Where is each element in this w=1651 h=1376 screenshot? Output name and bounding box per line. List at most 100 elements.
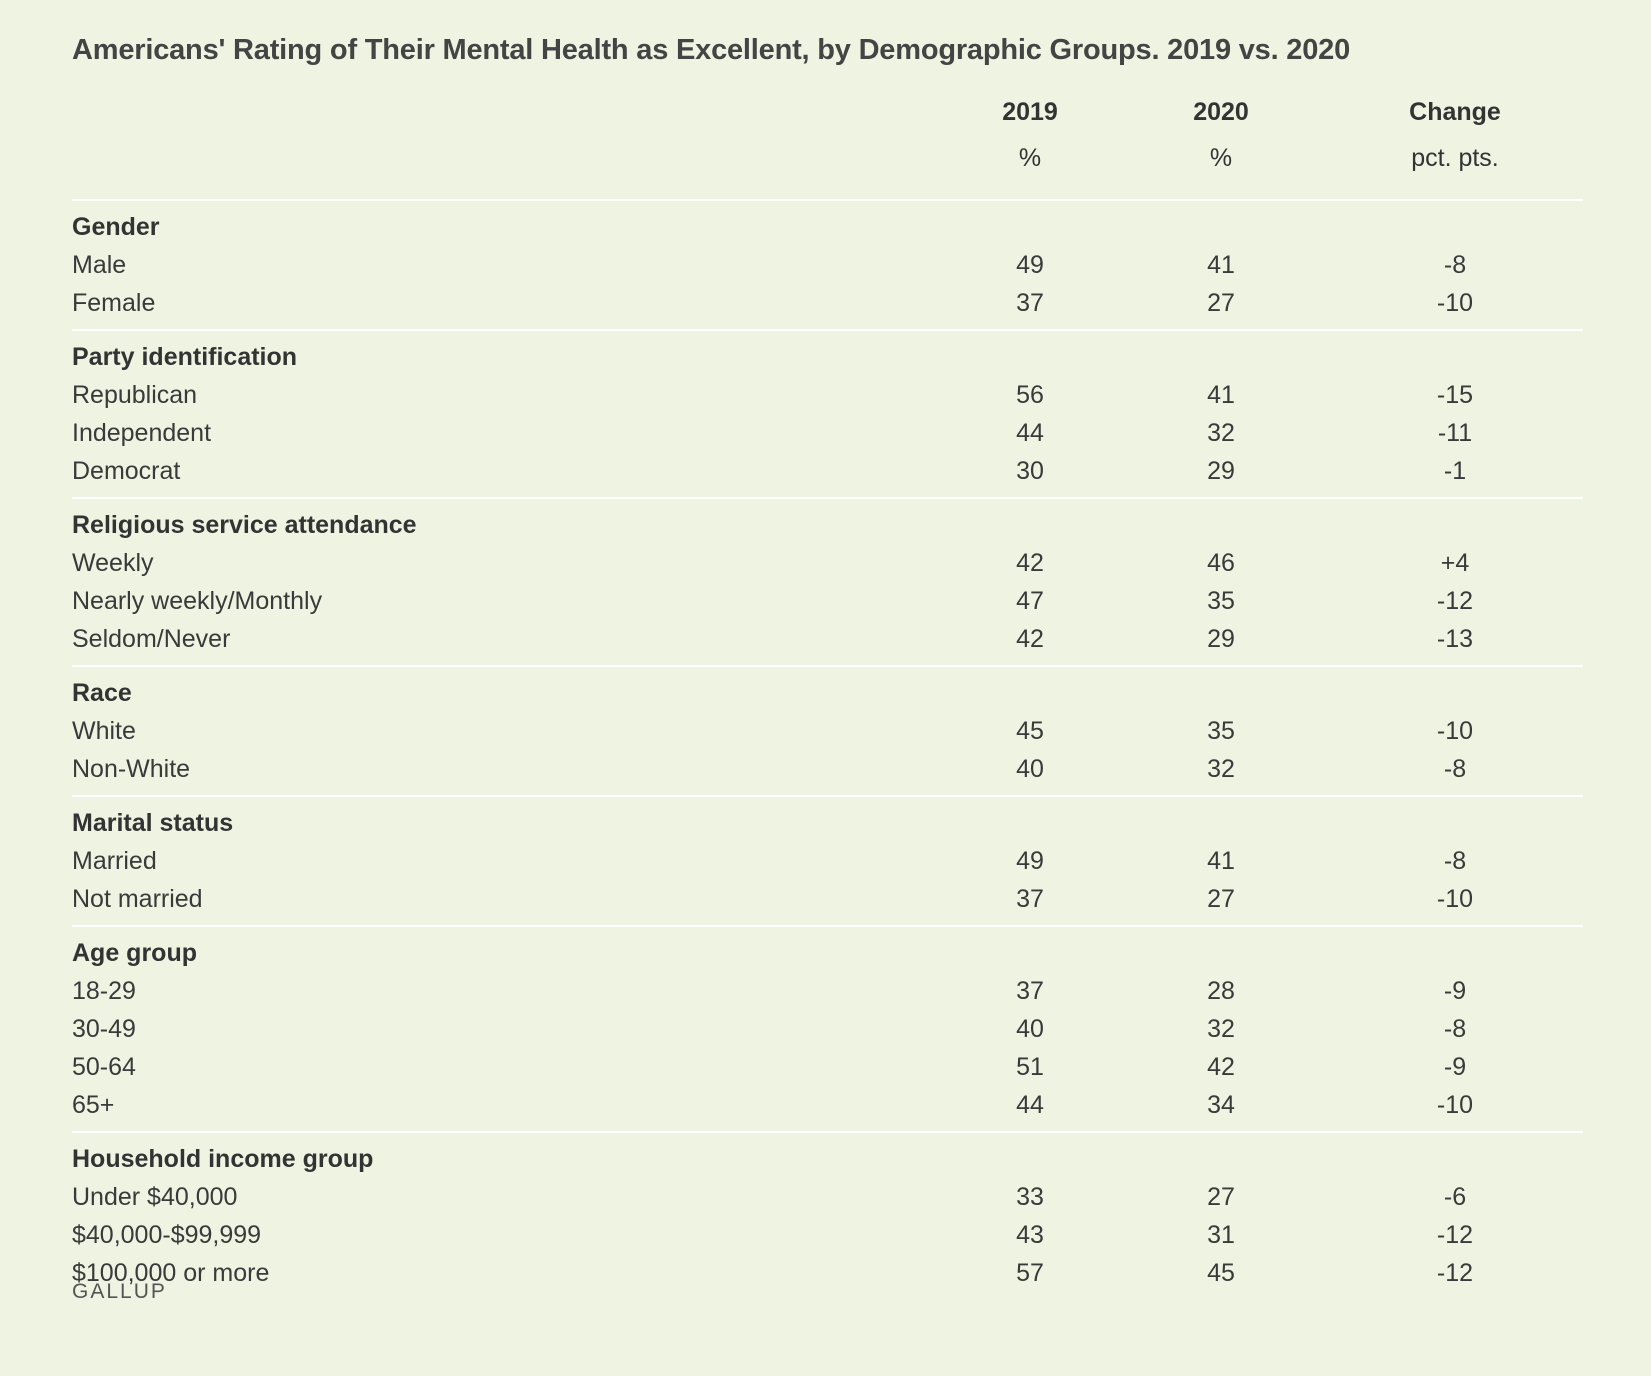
table-row: 65+ 44 34 -10	[72, 1086, 1583, 1124]
group-title: Race	[72, 679, 132, 707]
row-label: $100,000 or more	[72, 1259, 270, 1287]
table-row: Non-White 40 32 -8	[72, 750, 1583, 788]
table-group: Gender Male 49 41 -8 Female 37 27 -10	[72, 199, 1583, 329]
cell-2019: 44	[1016, 419, 1044, 447]
table-row: Republican 56 41 -15	[72, 376, 1583, 414]
table-row: 18-29 37 28 -9	[72, 972, 1583, 1010]
cell-change: -13	[1436, 625, 1474, 653]
cell-change: -12	[1436, 587, 1474, 615]
cell-change: -9	[1443, 1053, 1467, 1081]
group-title: Religious service attendance	[72, 511, 417, 539]
group-title: Gender	[72, 213, 160, 241]
column-unit-2020: %	[1209, 144, 1233, 172]
table-row: Married 49 41 -8	[72, 842, 1583, 880]
group-title: Age group	[72, 939, 197, 967]
cell-change: -8	[1443, 1015, 1467, 1043]
cell-2019: 56	[1016, 381, 1044, 409]
row-label: Nearly weekly/Monthly	[72, 587, 323, 615]
table-group: Household income group Under $40,000 33 27 -…	[72, 1131, 1583, 1299]
cell-2019: 45	[1016, 717, 1044, 745]
table-row: 50-64 51 42 -9	[72, 1048, 1583, 1086]
row-label: 65+	[72, 1091, 115, 1119]
table-row: Seldom/Never 42 29 -13	[72, 620, 1583, 658]
cell-2019: 51	[1016, 1053, 1044, 1081]
cell-2020: 27	[1207, 1183, 1235, 1211]
cell-change: -10	[1436, 885, 1474, 913]
group-title: Household income group	[72, 1145, 374, 1173]
cell-2019: 30	[1016, 457, 1044, 485]
cell-2019: 47	[1016, 587, 1044, 615]
table-row: Democrat 30 29 -1	[72, 452, 1583, 490]
row-label: Seldom/Never	[72, 625, 231, 653]
table-row: $40,000-$99,999 43 31 -12	[72, 1216, 1583, 1254]
row-label: 30-49	[72, 1015, 136, 1043]
chart-title: Americans' Rating of Their Mental Health…	[72, 34, 1351, 66]
table-row: Not married 37 27 -10	[72, 880, 1583, 918]
cell-2020: 31	[1207, 1221, 1235, 1249]
row-label: Not married	[72, 885, 203, 913]
cell-change: +4	[1440, 549, 1470, 577]
cell-2020: 32	[1207, 419, 1235, 447]
cell-2020: 41	[1207, 847, 1235, 875]
cell-2020: 34	[1207, 1091, 1235, 1119]
row-label: Non-White	[72, 755, 191, 783]
row-label: Married	[72, 847, 157, 875]
cell-2019: 42	[1016, 625, 1044, 653]
cell-change: -12	[1436, 1259, 1474, 1287]
row-label: Under $40,000	[72, 1183, 238, 1211]
cell-2019: 37	[1016, 885, 1044, 913]
cell-change: -11	[1437, 419, 1473, 447]
cell-2019: 42	[1016, 549, 1044, 577]
row-label: $40,000-$99,999	[72, 1221, 262, 1249]
table-group: Race White 45 35 -10 Non-White 40 32 -8	[72, 665, 1583, 795]
cell-2019: 43	[1016, 1221, 1044, 1249]
cell-2019: 40	[1016, 755, 1044, 783]
cell-change: -10	[1436, 1091, 1474, 1119]
cell-2020: 42	[1207, 1053, 1235, 1081]
cell-change: -8	[1443, 755, 1467, 783]
row-label: Female	[72, 289, 156, 317]
cell-2020: 41	[1207, 251, 1235, 279]
cell-2019: 49	[1016, 251, 1044, 279]
row-label: Democrat	[72, 457, 181, 485]
row-label: White	[72, 717, 136, 745]
table-row: Female 37 27 -10	[72, 284, 1583, 322]
cell-2020: 32	[1207, 755, 1235, 783]
table-group: Age group 18-29 37 28 -9 30-49 40 32 -8 50-64 51 42…	[72, 925, 1583, 1131]
row-label: 18-29	[72, 977, 136, 1005]
row-label: Independent	[72, 419, 212, 447]
cell-change: -10	[1436, 717, 1474, 745]
column-header-change: Change	[1409, 98, 1501, 126]
cell-2020: 29	[1207, 457, 1235, 485]
cell-2020: 27	[1207, 885, 1235, 913]
source-credit: GALLUP	[72, 1280, 167, 1303]
cell-change: -12	[1436, 1221, 1474, 1249]
cell-2020: 27	[1207, 289, 1235, 317]
cell-2019: 57	[1016, 1259, 1044, 1287]
cell-change: -9	[1443, 977, 1467, 1005]
table-header: 2019 2020 Change % % pct. pts.	[72, 98, 1583, 243]
column-header-2019: 2019	[1002, 98, 1058, 126]
cell-2020: 28	[1207, 977, 1235, 1005]
cell-change: -15	[1436, 381, 1474, 409]
cell-change: -8	[1443, 251, 1467, 279]
cell-2020: 46	[1207, 549, 1235, 577]
cell-2020: 29	[1207, 625, 1235, 653]
group-title: Party identification	[72, 343, 298, 371]
cell-2020: 35	[1207, 587, 1235, 615]
cell-2019: 37	[1016, 977, 1044, 1005]
table-container: Americans' Rating of Their Mental Health…	[72, 30, 1583, 1299]
table-row: Weekly 42 46 +4	[72, 544, 1583, 582]
table-group: Religious service attendance Weekly 42 46 +4…	[72, 497, 1583, 665]
table-row: $100,000 or more 57 45 -12	[72, 1254, 1583, 1292]
cell-2020: 32	[1207, 1015, 1235, 1043]
table-row: Nearly weekly/Monthly 47 35 -12	[72, 582, 1583, 620]
row-label: 50-64	[72, 1053, 136, 1081]
table-row: 30-49 40 32 -8	[72, 1010, 1583, 1048]
cell-2020: 35	[1207, 717, 1235, 745]
table-row: Under $40,000 33 27 -6	[72, 1178, 1583, 1216]
row-label: Male	[72, 251, 127, 279]
cell-2020: 45	[1207, 1259, 1235, 1287]
cell-2020: 41	[1207, 381, 1235, 409]
group-title: Marital status	[72, 809, 234, 837]
